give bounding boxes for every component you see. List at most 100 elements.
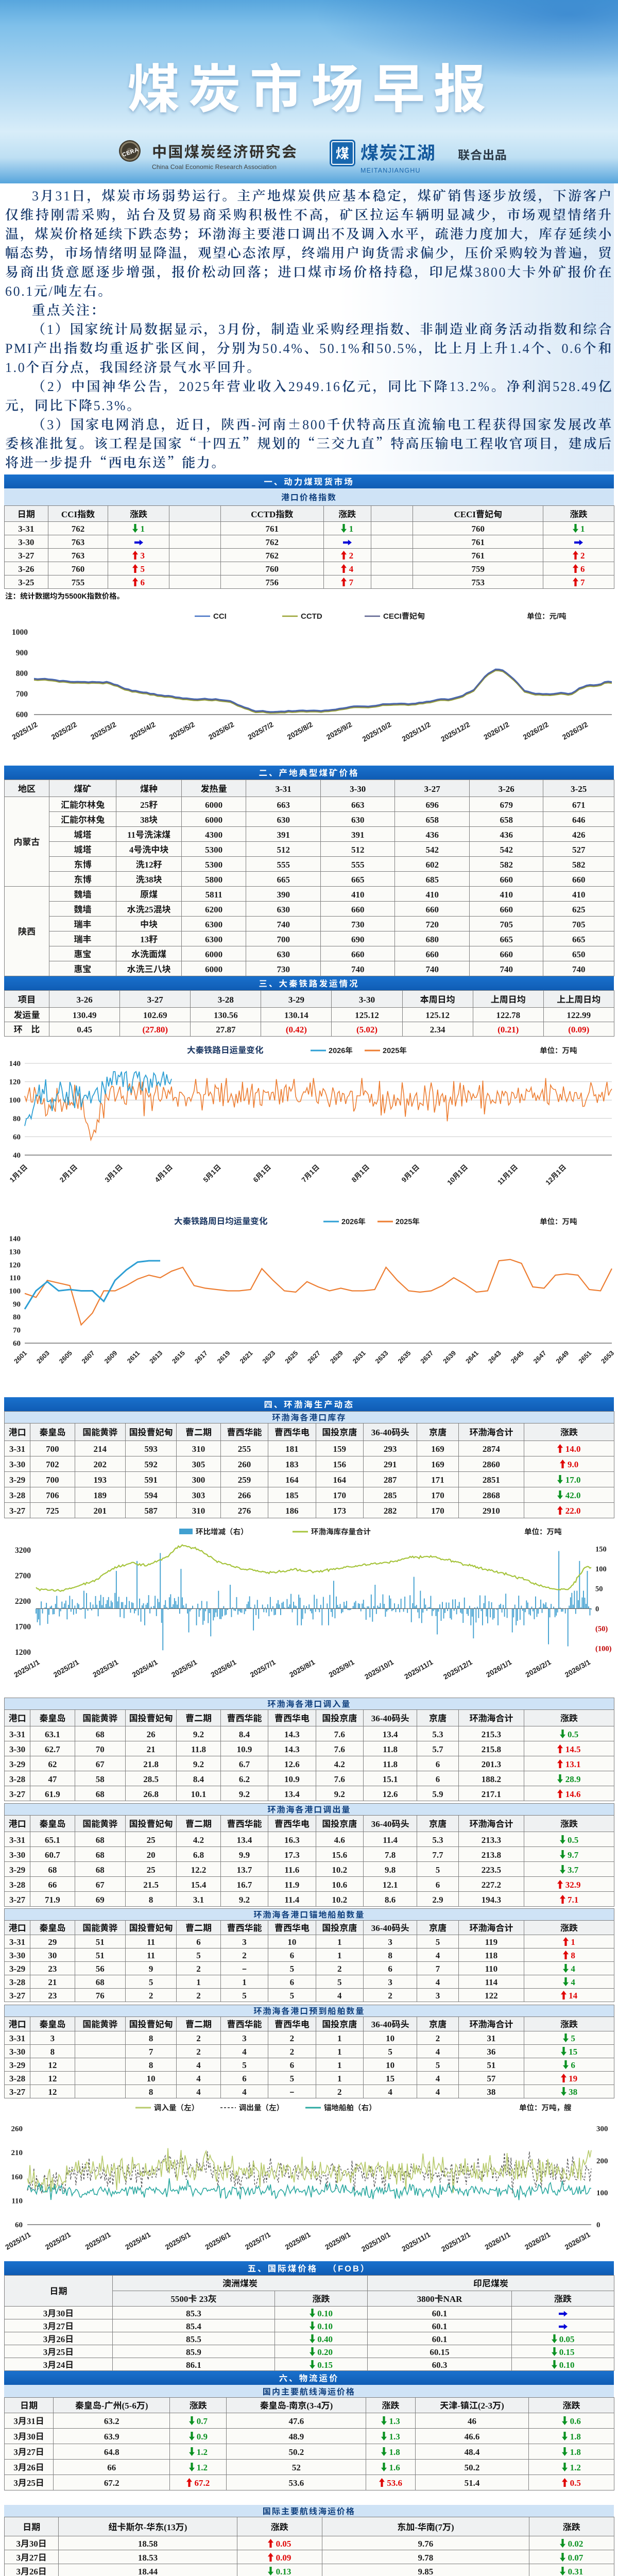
svg-text:120: 120 bbox=[9, 1261, 21, 1269]
svg-text:2025/5/1: 2025/5/1 bbox=[164, 2230, 192, 2251]
svg-text:2609: 2609 bbox=[101, 1348, 119, 1365]
svg-text:2617: 2617 bbox=[192, 1348, 210, 1365]
svg-text:2025/8/1: 2025/8/1 bbox=[288, 1658, 316, 1679]
svg-text:900: 900 bbox=[16, 649, 28, 657]
svg-text:2623: 2623 bbox=[260, 1348, 277, 1365]
svg-text:140: 140 bbox=[9, 1235, 21, 1243]
svg-text:2607: 2607 bbox=[79, 1348, 96, 1365]
svg-text:8月1日: 8月1日 bbox=[349, 1162, 371, 1184]
svg-text:60: 60 bbox=[13, 1133, 21, 1141]
svg-text:80: 80 bbox=[13, 1313, 21, 1321]
svg-text:10月1日: 10月1日 bbox=[444, 1162, 470, 1187]
svg-text:2637: 2637 bbox=[418, 1348, 435, 1365]
svg-text:50: 50 bbox=[595, 1585, 603, 1594]
svg-text:2025/9/2: 2025/9/2 bbox=[325, 720, 353, 741]
svg-text:2025年: 2025年 bbox=[383, 1045, 407, 1056]
svg-text:2月1日: 2月1日 bbox=[57, 1162, 79, 1184]
svg-text:2643: 2643 bbox=[486, 1348, 503, 1365]
svg-text:2025/7/1: 2025/7/1 bbox=[249, 1658, 277, 1679]
svg-text:2629: 2629 bbox=[328, 1348, 345, 1365]
svg-text:6月1日: 6月1日 bbox=[250, 1162, 273, 1184]
svg-text:2641: 2641 bbox=[463, 1348, 480, 1365]
svg-text:300: 300 bbox=[596, 2125, 608, 2133]
svg-text:2631: 2631 bbox=[350, 1348, 368, 1365]
svg-text:2025/10/1: 2025/10/1 bbox=[363, 1658, 395, 1681]
svg-text:2613: 2613 bbox=[147, 1348, 164, 1365]
svg-text:2647: 2647 bbox=[530, 1348, 548, 1365]
svg-text:2621: 2621 bbox=[237, 1348, 254, 1365]
svg-text:2026/1/1: 2026/1/1 bbox=[485, 1658, 513, 1679]
svg-text:单位：万吨: 单位：万吨 bbox=[524, 1526, 562, 1537]
svg-text:单位：万吨: 单位：万吨 bbox=[540, 1216, 577, 1227]
svg-text:2025/4/2: 2025/4/2 bbox=[128, 720, 157, 741]
svg-text:60: 60 bbox=[15, 2221, 23, 2229]
svg-text:2625: 2625 bbox=[282, 1348, 300, 1365]
svg-text:2026年: 2026年 bbox=[329, 1045, 353, 1056]
svg-text:2200: 2200 bbox=[15, 1597, 31, 1606]
svg-text:2633: 2633 bbox=[372, 1348, 390, 1365]
svg-text:100: 100 bbox=[595, 1565, 607, 1573]
svg-text:2025/6/2: 2025/6/2 bbox=[207, 720, 235, 741]
svg-text:2025/12/2: 2025/12/2 bbox=[439, 720, 471, 743]
svg-text:2639: 2639 bbox=[440, 1348, 458, 1365]
svg-text:2025/1/1: 2025/1/1 bbox=[12, 1658, 41, 1679]
svg-text:锚地船舶（右）: 锚地船舶（右） bbox=[324, 2102, 376, 2113]
svg-text:2026/2/2: 2026/2/2 bbox=[522, 720, 550, 741]
svg-text:9月1日: 9月1日 bbox=[399, 1162, 421, 1184]
svg-text:2611: 2611 bbox=[125, 1348, 142, 1365]
svg-text:2026/2/1: 2026/2/1 bbox=[524, 1658, 552, 1679]
svg-text:1700: 1700 bbox=[15, 1623, 31, 1632]
svg-text:2615: 2615 bbox=[169, 1348, 187, 1365]
svg-text:CCI: CCI bbox=[213, 611, 227, 621]
svg-text:130: 130 bbox=[9, 1248, 21, 1256]
svg-text:2025/2/2: 2025/2/2 bbox=[50, 720, 78, 741]
svg-text:2025/5/1: 2025/5/1 bbox=[170, 1658, 198, 1679]
svg-text:11月1日: 11月1日 bbox=[494, 1162, 520, 1187]
svg-text:60: 60 bbox=[13, 1340, 21, 1348]
svg-text:2619: 2619 bbox=[215, 1348, 232, 1365]
svg-text:0: 0 bbox=[595, 1605, 599, 1613]
svg-text:260: 260 bbox=[11, 2125, 23, 2133]
svg-text:2025/11/2: 2025/11/2 bbox=[401, 720, 432, 743]
svg-text:210: 210 bbox=[11, 2149, 23, 2157]
svg-text:120: 120 bbox=[9, 1078, 21, 1087]
svg-text:100: 100 bbox=[596, 2189, 608, 2197]
svg-text:调入量（左）: 调入量（左） bbox=[154, 2102, 199, 2113]
svg-text:2649: 2649 bbox=[553, 1348, 571, 1365]
svg-text:2603: 2603 bbox=[34, 1348, 52, 1365]
svg-text:2025/9/1: 2025/9/1 bbox=[327, 1658, 355, 1679]
svg-text:(50): (50) bbox=[595, 1625, 608, 1633]
svg-text:2025/2/1: 2025/2/1 bbox=[52, 1658, 80, 1679]
svg-text:3月1日: 3月1日 bbox=[102, 1162, 125, 1184]
svg-text:2025/12/1: 2025/12/1 bbox=[442, 1658, 474, 1681]
svg-text:140: 140 bbox=[9, 1060, 21, 1068]
svg-text:2025/6/1: 2025/6/1 bbox=[203, 2230, 232, 2251]
svg-text:2025/3/2: 2025/3/2 bbox=[89, 720, 117, 741]
svg-text:调出量（左）: 调出量（左） bbox=[239, 2102, 284, 2113]
svg-text:2645: 2645 bbox=[508, 1348, 526, 1365]
svg-text:2025/1/1: 2025/1/1 bbox=[4, 2230, 32, 2251]
svg-text:2026/1/2: 2026/1/2 bbox=[482, 720, 510, 741]
svg-text:单位：元/吨: 单位：元/吨 bbox=[527, 611, 566, 621]
svg-text:CCTD: CCTD bbox=[301, 611, 322, 621]
svg-text:2025/8/1: 2025/8/1 bbox=[284, 2230, 312, 2251]
svg-text:2026/3/1: 2026/3/1 bbox=[563, 2230, 592, 2251]
svg-text:2025/4/1: 2025/4/1 bbox=[131, 1658, 159, 1679]
svg-text:200: 200 bbox=[596, 2157, 608, 2165]
svg-text:2601: 2601 bbox=[11, 1348, 29, 1365]
svg-text:1000: 1000 bbox=[12, 628, 28, 637]
svg-text:110: 110 bbox=[11, 2197, 23, 2205]
svg-text:CECI曹妃甸: CECI曹妃甸 bbox=[383, 611, 425, 621]
svg-text:2026/3/2: 2026/3/2 bbox=[561, 720, 589, 741]
svg-text:2026/3/1: 2026/3/1 bbox=[563, 1658, 592, 1679]
svg-text:2025/11/1: 2025/11/1 bbox=[400, 2230, 432, 2253]
svg-text:160: 160 bbox=[11, 2173, 23, 2181]
svg-text:2025/12/1: 2025/12/1 bbox=[440, 2230, 472, 2253]
svg-text:2025/8/2: 2025/8/2 bbox=[286, 720, 314, 741]
svg-text:100: 100 bbox=[9, 1096, 21, 1105]
svg-text:2653: 2653 bbox=[598, 1348, 614, 1365]
svg-text:2025/3/1: 2025/3/1 bbox=[84, 2230, 112, 2251]
svg-text:2025/10/2: 2025/10/2 bbox=[360, 720, 392, 743]
svg-text:2025/4/1: 2025/4/1 bbox=[124, 2230, 152, 2251]
svg-text:1月1日: 1月1日 bbox=[7, 1162, 29, 1184]
